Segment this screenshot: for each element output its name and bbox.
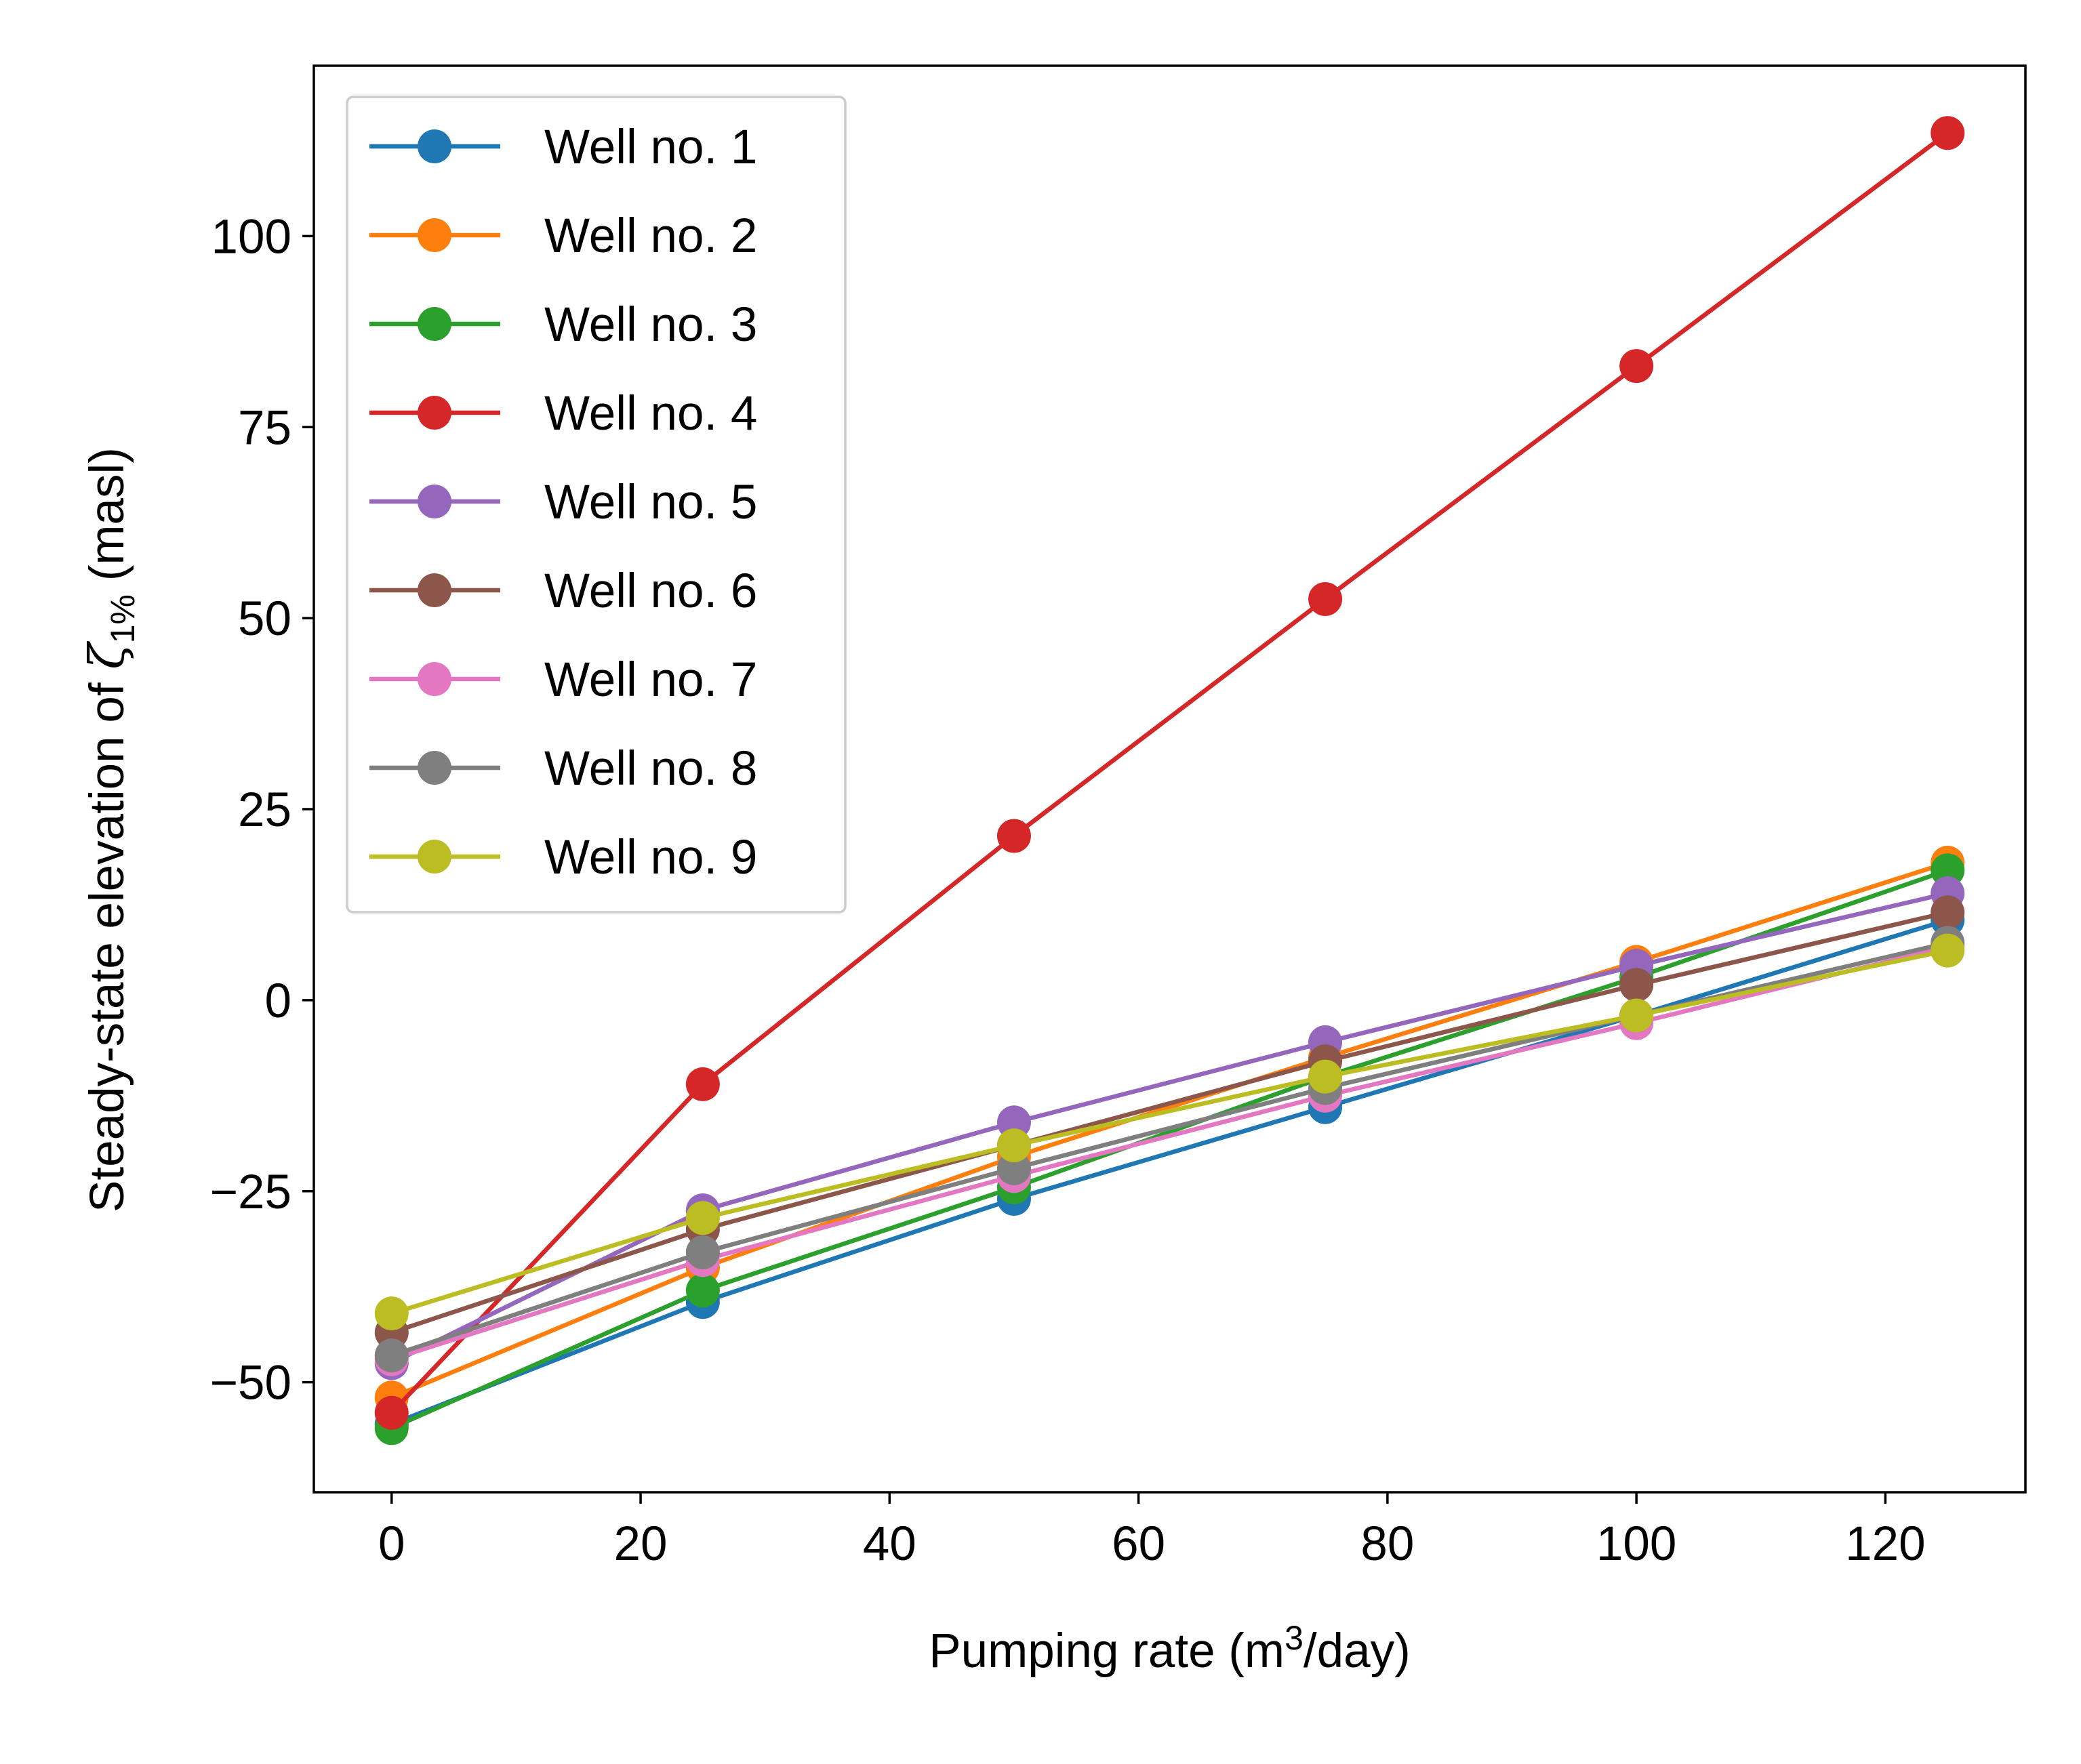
data-point [685, 1273, 720, 1308]
legend-marker [418, 307, 451, 341]
x-tick-label: 120 [1845, 1517, 1925, 1571]
data-point [685, 1235, 720, 1269]
data-point [996, 1128, 1031, 1163]
legend-entry: Well no. 5 [369, 476, 757, 529]
x-tick-label: 100 [1596, 1517, 1676, 1571]
y-axis-title-unit: (masl) [81, 447, 134, 594]
series-line [388, 867, 1951, 1431]
y-tick-label: −25 [210, 1166, 291, 1219]
y-tick-label: 100 [211, 210, 291, 264]
series-line [388, 947, 1951, 1317]
y-axis-title-symbol: ζ [79, 641, 135, 670]
legend-marker [418, 485, 451, 518]
data-point [374, 1395, 409, 1430]
y-axis-title-subscript: 1% [104, 594, 142, 643]
data-point [996, 819, 1031, 853]
x-axis-title-text: Pumping rate (m [929, 1624, 1285, 1678]
legend-marker [418, 573, 451, 607]
x-axis-title-superscript: 3 [1285, 1619, 1304, 1657]
data-point [1619, 998, 1654, 1033]
series-line [388, 909, 1951, 1336]
legend-label: Well no. 7 [544, 653, 757, 707]
legend-entry: Well no. 3 [369, 298, 757, 352]
y-axis: −50 −25 0 25 50 75 100 [210, 210, 314, 1410]
data-point [374, 1296, 409, 1331]
legend-label: Well no. 4 [544, 387, 757, 440]
legend-label: Well no. 1 [544, 121, 757, 174]
series-4 [374, 116, 1965, 1430]
legend-marker [418, 662, 451, 696]
legend-entries: Well no. 1 Well no. 2 Well no. 3 Well no. 4… [369, 121, 757, 884]
legend-label: Well no. 3 [544, 298, 757, 352]
legend-entry: Well no. 9 [369, 831, 757, 884]
legend-marker [418, 218, 451, 252]
y-tick-label: 0 [265, 975, 292, 1028]
data-point [1619, 349, 1654, 384]
series-layer [374, 116, 1965, 1445]
y-tick-label: 75 [238, 401, 291, 455]
legend-entry: Well no. 7 [369, 653, 757, 707]
series-line [388, 944, 1951, 1362]
legend-label: Well no. 5 [544, 476, 757, 529]
x-tick-label: 40 [863, 1517, 916, 1571]
y-axis-title: Steady-state elevation of ζ1% (masl) [79, 447, 142, 1212]
legend-entry: Well no. 2 [369, 209, 757, 263]
legend-entry: Well no. 6 [369, 565, 757, 618]
legend-entry: Well no. 1 [369, 121, 757, 174]
data-point [1308, 1059, 1343, 1094]
data-point [1931, 116, 1965, 150]
series-9 [374, 933, 1965, 1331]
data-point [1931, 895, 1965, 930]
x-axis: 0 20 40 60 80 100 120 [378, 1492, 1926, 1571]
x-axis-title-unit: /day) [1304, 1624, 1411, 1678]
x-tick-label: 0 [378, 1517, 405, 1571]
x-tick-label: 60 [1112, 1517, 1165, 1571]
data-point [1931, 933, 1965, 968]
legend-label: Well no. 8 [544, 742, 757, 796]
data-point [374, 1338, 409, 1373]
series-line [388, 859, 1951, 1401]
legend-label: Well no. 9 [544, 831, 757, 884]
data-point [1619, 968, 1654, 1002]
series-line [388, 129, 1951, 1416]
legend-entry: Well no. 8 [369, 742, 757, 796]
y-tick-label: −50 [210, 1357, 291, 1410]
x-tick-label: 20 [614, 1517, 668, 1571]
x-axis-title: Pumping rate (m3/day) [929, 1619, 1410, 1678]
y-tick-label: 25 [238, 783, 291, 837]
legend-entry: Well no. 4 [369, 387, 757, 440]
data-point [685, 1067, 720, 1101]
y-axis-title-text: Steady-state elevation of [81, 670, 134, 1212]
data-point [1308, 581, 1343, 616]
legend-label: Well no. 2 [544, 209, 757, 263]
legend: Well no. 1 Well no. 2 Well no. 3 Well no. 4… [346, 96, 847, 914]
y-tick-label: 50 [238, 592, 291, 646]
data-point [685, 1201, 720, 1235]
legend-marker [418, 840, 451, 874]
series-line [388, 917, 1951, 1427]
legend-marker [418, 396, 451, 430]
legend-marker [418, 751, 451, 785]
legend-label: Well no. 6 [544, 565, 757, 618]
legend-marker [418, 129, 451, 163]
plot-frame [312, 64, 2027, 1494]
legend-box [346, 96, 847, 914]
x-tick-label: 80 [1360, 1517, 1414, 1571]
